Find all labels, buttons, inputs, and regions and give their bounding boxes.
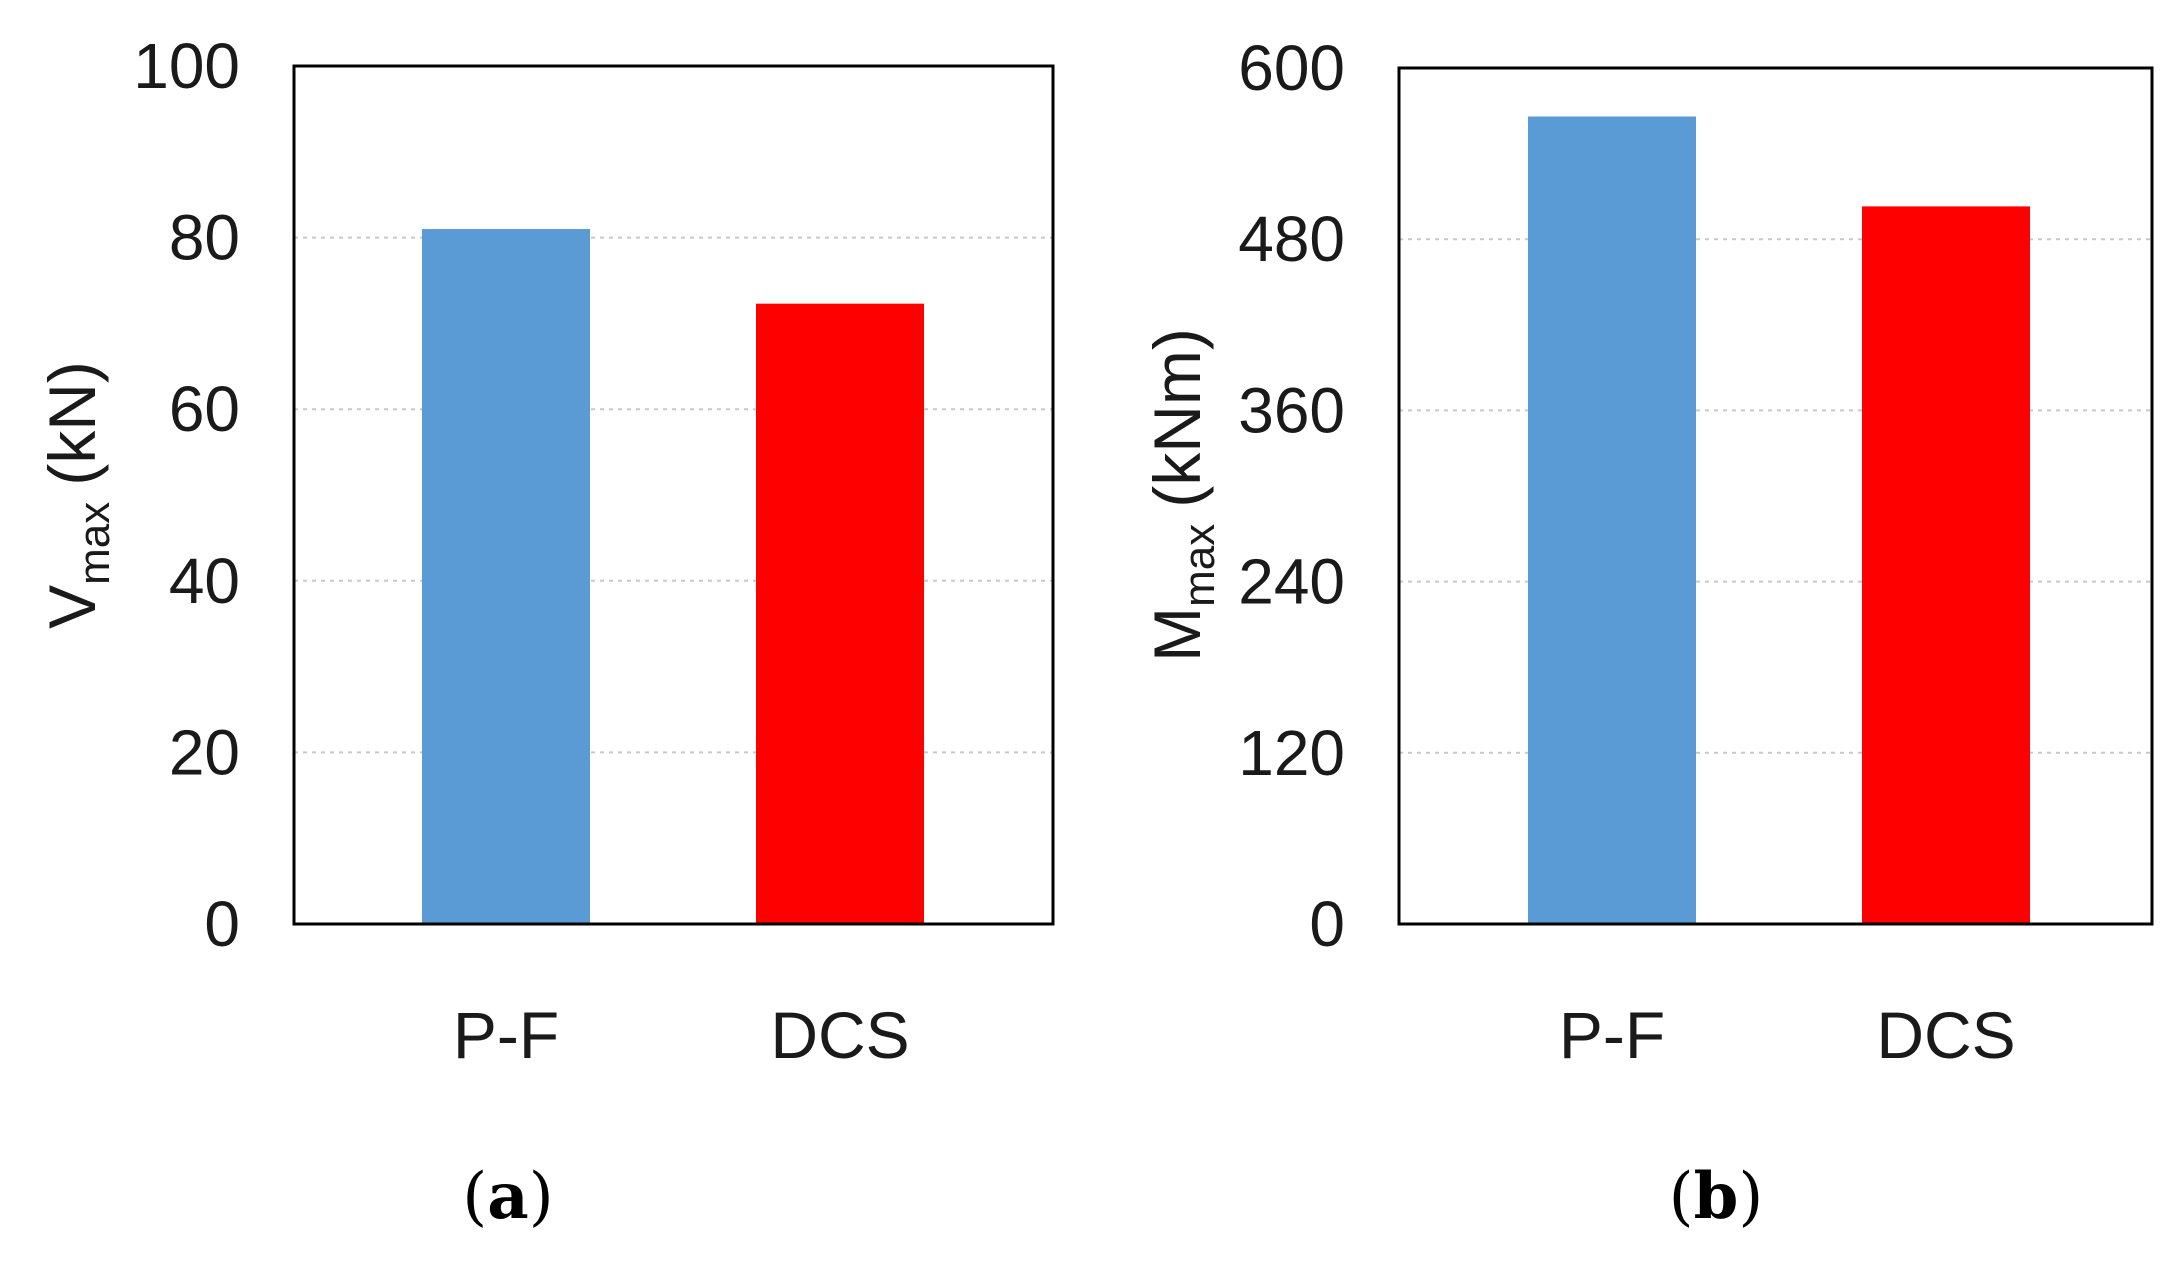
bar-a-dcs bbox=[756, 303, 924, 924]
y-axis-label-main-b: M bbox=[1140, 607, 1214, 662]
x-ticks-a: P-F DCS bbox=[453, 998, 910, 1072]
y-tick-label-b-5: 600 bbox=[1238, 32, 1345, 104]
y-axis-label-unit-a: (kN) bbox=[35, 361, 109, 486]
y-tick-label-a-3: 60 bbox=[169, 373, 240, 445]
y-tick-label-a-1: 20 bbox=[169, 716, 240, 788]
y-axis-label-main-a: V bbox=[35, 585, 109, 629]
bar-b-p-f bbox=[1528, 116, 1696, 925]
chart-a: 0 20 40 60 80 100 P-F DCS Vmax (kN) (a) bbox=[35, 30, 1055, 1234]
y-tick-label-a-0: 0 bbox=[204, 888, 240, 960]
gridlines-b bbox=[1399, 238, 2152, 754]
y-axis-label-unit-b: (kNm) bbox=[1140, 328, 1214, 508]
panel-label-b: (b) bbox=[1669, 1159, 1764, 1234]
y-tick-label-b-0: 0 bbox=[1309, 888, 1345, 960]
bars-b bbox=[1528, 116, 2030, 925]
y-axis-label-sub-a: max bbox=[70, 502, 119, 585]
plot-frame-b bbox=[1397, 66, 2154, 926]
panel-letter-b: b bbox=[1694, 1159, 1739, 1234]
y-ticks-b: 0 120 240 360 480 600 bbox=[1238, 32, 1345, 960]
y-tick-label-b-2: 240 bbox=[1238, 546, 1345, 618]
bars-a bbox=[422, 229, 924, 924]
y-axis-label-b: Mmax (kNm) bbox=[1140, 328, 1224, 662]
y-axis-label-sub-b: max bbox=[1175, 524, 1224, 607]
y-ticks-a: 0 20 40 60 80 100 bbox=[133, 30, 240, 960]
y-tick-label-b-4: 480 bbox=[1238, 203, 1345, 275]
gridlines-a bbox=[294, 236, 1053, 754]
y-axis-label-a: Vmax (kN) bbox=[35, 361, 119, 629]
x-tick-label-a-1: DCS bbox=[770, 998, 909, 1072]
plot-frame-a bbox=[292, 64, 1055, 926]
y-tick-label-a-5: 100 bbox=[133, 30, 240, 102]
panel-letter-a: a bbox=[487, 1159, 528, 1234]
y-tick-label-a-2: 40 bbox=[169, 545, 240, 617]
x-tick-label-a-0: P-F bbox=[453, 998, 559, 1072]
y-tick-label-a-4: 80 bbox=[169, 202, 240, 274]
bar-a-p-f bbox=[422, 229, 590, 924]
y-tick-label-b-3: 360 bbox=[1238, 374, 1345, 446]
x-tick-label-b-1: DCS bbox=[1876, 998, 2015, 1072]
chart-b: 0 120 240 360 480 600 P-F DCS Mmax (kNm) (b) bbox=[1140, 32, 2154, 1234]
panel-label-a: (a) bbox=[462, 1159, 553, 1234]
y-tick-label-b-1: 120 bbox=[1238, 717, 1345, 789]
x-ticks-b: P-F DCS bbox=[1559, 998, 2016, 1072]
x-tick-label-b-0: P-F bbox=[1559, 998, 1665, 1072]
bar-b-dcs bbox=[1862, 206, 2030, 925]
